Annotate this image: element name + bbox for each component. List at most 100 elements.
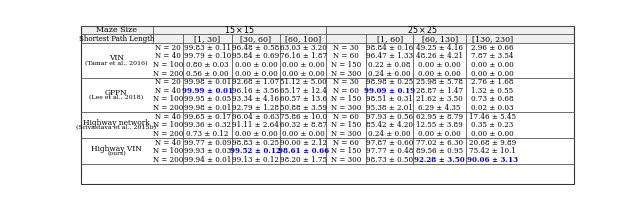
Text: 99.98 ± 0.01: 99.98 ± 0.01 xyxy=(184,104,231,112)
Text: 99.79 ± 0.10: 99.79 ± 0.10 xyxy=(184,52,231,60)
Text: 99.83 ± 0.11: 99.83 ± 0.11 xyxy=(184,44,231,52)
Text: 96.04 ± 0.63: 96.04 ± 0.63 xyxy=(232,113,280,121)
Text: 0.73 ± 0.12: 0.73 ± 0.12 xyxy=(186,130,228,138)
Text: 62.95 ± 8.79: 62.95 ± 8.79 xyxy=(416,113,463,121)
Text: (Lee et al., 2018): (Lee et al., 2018) xyxy=(90,95,143,100)
Text: 28.87 ± 1.47: 28.87 ± 1.47 xyxy=(416,87,463,95)
Text: 98.84 ± 0.16: 98.84 ± 0.16 xyxy=(366,44,413,52)
Text: 99.13 ± 0.12: 99.13 ± 0.12 xyxy=(232,156,280,164)
Text: 0.56 ± 0.00: 0.56 ± 0.00 xyxy=(186,70,229,78)
Text: N = 100: N = 100 xyxy=(153,95,183,104)
Text: 93.34 ± 4.16: 93.34 ± 4.16 xyxy=(232,95,280,104)
Text: Highway network: Highway network xyxy=(83,119,150,127)
Text: 99.09 ± 0.19: 99.09 ± 0.19 xyxy=(364,87,415,95)
Text: 65.17 ± 12.4: 65.17 ± 12.4 xyxy=(280,87,326,95)
Text: N = 40: N = 40 xyxy=(155,87,181,95)
Text: 92.28 ± 3.50: 92.28 ± 3.50 xyxy=(414,156,465,164)
Text: N = 200: N = 200 xyxy=(153,70,183,78)
Text: 98.20 ± 1.75: 98.20 ± 1.75 xyxy=(280,156,326,164)
Text: GPPN: GPPN xyxy=(105,89,128,97)
Text: (ours): (ours) xyxy=(107,151,126,156)
Text: Shortest Path Length: Shortest Path Length xyxy=(79,35,154,43)
Text: N = 20: N = 20 xyxy=(155,44,181,52)
Text: N = 60: N = 60 xyxy=(333,139,359,147)
Text: N = 100: N = 100 xyxy=(153,121,183,129)
Text: N = 60: N = 60 xyxy=(333,113,359,121)
Text: 75.42 ± 10.1: 75.42 ± 10.1 xyxy=(469,147,516,155)
Text: N = 30: N = 30 xyxy=(333,78,359,86)
Text: N = 150: N = 150 xyxy=(331,61,362,69)
Text: 99.93 ± 0.03: 99.93 ± 0.03 xyxy=(184,147,231,155)
Text: 76.16 ± 1.87: 76.16 ± 1.87 xyxy=(280,52,327,60)
Text: N = 20: N = 20 xyxy=(155,78,181,86)
Text: N = 150: N = 150 xyxy=(331,95,362,104)
Text: [1, 30]: [1, 30] xyxy=(195,35,221,43)
Text: 2.96 ± 0.66: 2.96 ± 0.66 xyxy=(471,44,514,52)
Text: 97.87 ± 0.60: 97.87 ± 0.60 xyxy=(366,139,413,147)
Text: 99.36 ± 0.32: 99.36 ± 0.32 xyxy=(184,121,231,129)
Text: Maze Size: Maze Size xyxy=(96,26,137,34)
Text: (Srivastava et al., 2015b): (Srivastava et al., 2015b) xyxy=(76,125,157,130)
Text: 99.65 ± 0.17: 99.65 ± 0.17 xyxy=(184,113,231,121)
Text: 63.03 ± 3.20: 63.03 ± 3.20 xyxy=(280,44,326,52)
Text: 21.62 ± 3.50: 21.62 ± 3.50 xyxy=(416,95,463,104)
Text: 20.68 ± 9.89: 20.68 ± 9.89 xyxy=(468,139,516,147)
Text: N = 200: N = 200 xyxy=(153,130,183,138)
Text: 0.00 ± 0.00: 0.00 ± 0.00 xyxy=(282,130,324,138)
Text: 96.47 ± 1.33: 96.47 ± 1.33 xyxy=(366,52,413,60)
Text: 0.00 ± 0.00: 0.00 ± 0.00 xyxy=(234,70,277,78)
Text: 95.38 ± 2.01: 95.38 ± 2.01 xyxy=(366,104,413,112)
Text: 92.79 ± 1.28: 92.79 ± 1.28 xyxy=(232,104,280,112)
Text: 85.42 ± 4.20: 85.42 ± 4.20 xyxy=(366,121,413,129)
Text: 0.00 ± 0.00: 0.00 ± 0.00 xyxy=(418,70,461,78)
Text: N = 100: N = 100 xyxy=(153,61,183,69)
Text: 1.32 ± 0.55: 1.32 ± 0.55 xyxy=(471,87,513,95)
Text: N = 300: N = 300 xyxy=(331,104,362,112)
Text: [60, 130]: [60, 130] xyxy=(422,35,458,43)
Text: N = 40: N = 40 xyxy=(155,139,181,147)
Text: 0.00 ± 0.00: 0.00 ± 0.00 xyxy=(234,61,277,69)
Bar xyxy=(81,26,575,34)
Text: [130, 230]: [130, 230] xyxy=(472,35,513,43)
Text: 98.61 ± 0.66: 98.61 ± 0.66 xyxy=(278,147,329,155)
Text: 96.48 ± 0.58: 96.48 ± 0.58 xyxy=(232,44,280,52)
Text: 90.00 ± 2.12: 90.00 ± 2.12 xyxy=(280,139,326,147)
Text: 90.06 ± 3.13: 90.06 ± 3.13 xyxy=(467,156,518,164)
Text: 96.16 ± 3.56: 96.16 ± 3.56 xyxy=(232,87,280,95)
Text: 99.94 ± 0.01: 99.94 ± 0.01 xyxy=(184,156,231,164)
Text: N = 60: N = 60 xyxy=(333,87,359,95)
Text: N = 150: N = 150 xyxy=(331,147,362,155)
Text: 95.84 ± 0.69: 95.84 ± 0.69 xyxy=(232,52,280,60)
Text: N = 60: N = 60 xyxy=(333,52,359,60)
Text: N = 300: N = 300 xyxy=(331,70,362,78)
Text: 0.02 ± 0.03: 0.02 ± 0.03 xyxy=(471,104,513,112)
Text: 7.87 ± 3.54: 7.87 ± 3.54 xyxy=(471,52,513,60)
Text: 0.22 ± 0.08: 0.22 ± 0.08 xyxy=(369,61,411,69)
Text: 97.93 ± 0.56: 97.93 ± 0.56 xyxy=(366,113,413,121)
Text: (Tamar et al., 2016): (Tamar et al., 2016) xyxy=(85,61,148,66)
Text: Highway VIN: Highway VIN xyxy=(91,145,142,153)
Text: 89.56 ± 0.95: 89.56 ± 0.95 xyxy=(416,147,463,155)
Bar xyxy=(81,34,575,43)
Text: 49.25 ± 4.16: 49.25 ± 4.16 xyxy=(416,44,463,52)
Text: 0.00 ± 0.00: 0.00 ± 0.00 xyxy=(418,130,461,138)
Text: $15 \times 15$: $15 \times 15$ xyxy=(224,25,255,36)
Text: N = 40: N = 40 xyxy=(155,52,181,60)
Text: 97.77 ± 0.48: 97.77 ± 0.48 xyxy=(366,147,413,155)
Text: 99.98 ± 0.01: 99.98 ± 0.01 xyxy=(184,78,231,86)
Text: N = 150: N = 150 xyxy=(331,121,362,129)
Text: 17.46 ± 5.45: 17.46 ± 5.45 xyxy=(468,113,516,121)
Text: 98.83 ± 0.25: 98.83 ± 0.25 xyxy=(232,139,280,147)
Text: N = 300: N = 300 xyxy=(331,156,362,164)
Text: 0.00 ± 0.00: 0.00 ± 0.00 xyxy=(471,70,514,78)
Text: 0.00 ± 0.00: 0.00 ± 0.00 xyxy=(234,130,277,138)
Text: 25.98 ± 5.78: 25.98 ± 5.78 xyxy=(416,78,463,86)
Text: 98.73 ± 0.50: 98.73 ± 0.50 xyxy=(366,156,413,164)
Text: 99.95 ± 0.05: 99.95 ± 0.05 xyxy=(184,95,231,104)
Text: 75.86 ± 10.0: 75.86 ± 10.0 xyxy=(280,113,327,121)
Text: 92.68 ± 1.07: 92.68 ± 1.07 xyxy=(232,78,280,86)
Text: 0.80 ± 0.03: 0.80 ± 0.03 xyxy=(186,61,229,69)
Text: 0.00 ± 0.00: 0.00 ± 0.00 xyxy=(282,70,324,78)
Text: 0.24 ± 0.00: 0.24 ± 0.00 xyxy=(368,70,411,78)
Text: 6.29 ± 4.35: 6.29 ± 4.35 xyxy=(419,104,461,112)
